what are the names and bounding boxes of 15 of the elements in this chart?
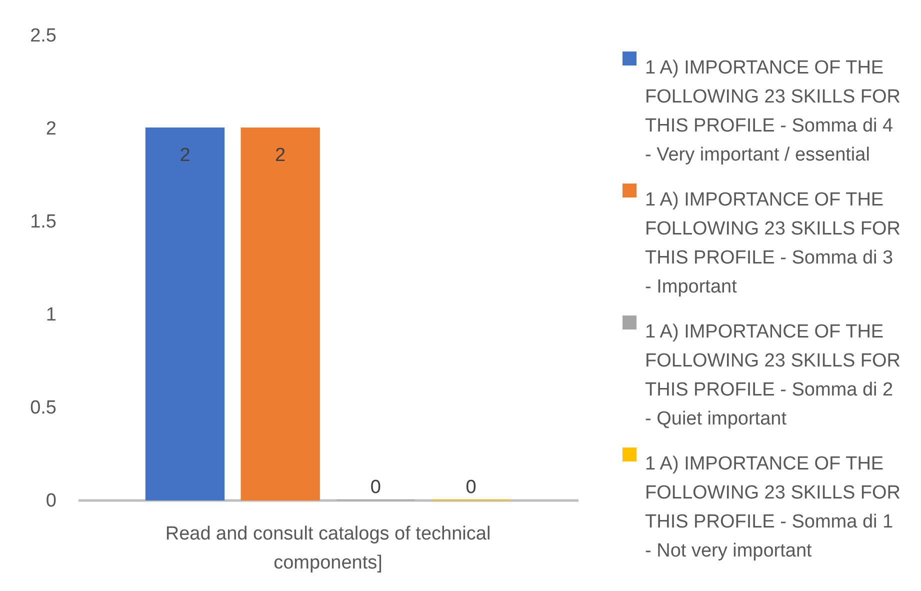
data-label: 0: [370, 477, 381, 498]
legend-label: 1 A) IMPORTANCE OF THE FOLLOWING 23 SKILLS FOR THIS PROFILE - Somma di 3 - Important: [645, 190, 901, 298]
data-label: 2: [180, 145, 190, 166]
legend-label: 1 A) IMPORTANCE OF THE FOLLOWING 23 SKILLS FOR THIS PROFILE - Somma di 2 - Quiet important: [645, 322, 901, 430]
y-tick-label: 1.5: [30, 212, 56, 232]
data-label: 0: [466, 477, 476, 498]
data-label: 2: [275, 145, 286, 166]
x-tick-label: Read and consult catalogs of technical components]: [165, 524, 491, 574]
y-tick-label: 1: [46, 304, 56, 326]
y-tick-label: 0: [46, 490, 56, 512]
legend-label: 1 A) IMPORTANCE OF THE FOLLOWING 23 SKILLS FOR THIS PROFILE - Somma di 4 - Very important / essential: [645, 58, 901, 166]
y-tick-label: 2.5: [30, 26, 56, 46]
y-tick-label: 2: [46, 118, 56, 140]
legend-label: 1 A) IMPORTANCE OF THE FOLLOWING 23 SKILLS FOR THIS PROFILE - Somma di 1 - Not very important: [645, 454, 901, 562]
y-tick-label: 0.5: [30, 398, 56, 418]
